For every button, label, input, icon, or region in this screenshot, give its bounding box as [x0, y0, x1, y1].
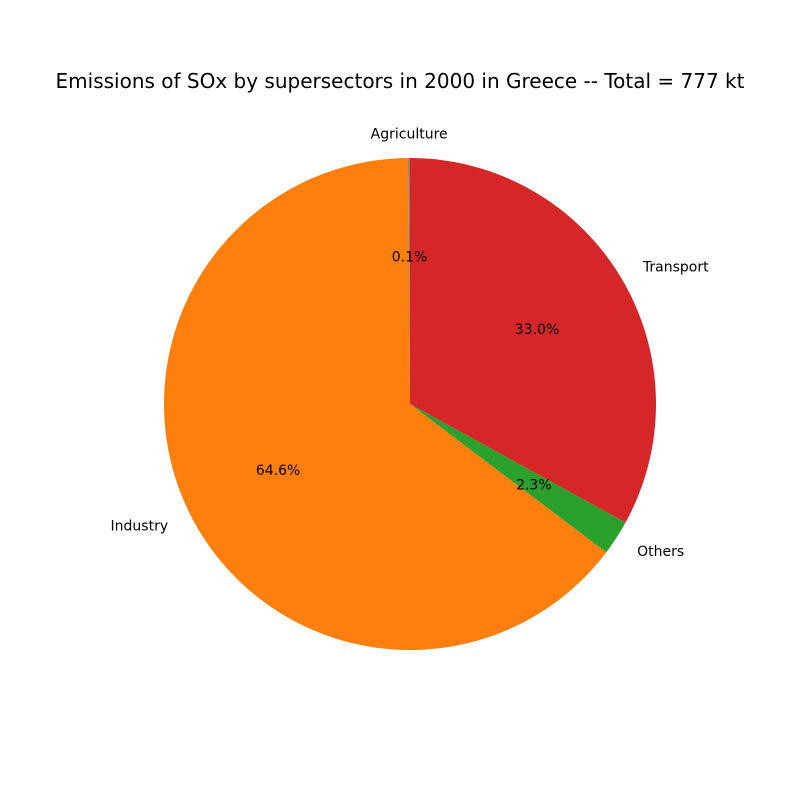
slice-pct-others: 2.3%	[516, 477, 552, 493]
pie-slice-others	[410, 404, 626, 553]
pie-slice-transport	[410, 157, 657, 523]
slice-label-others: Others	[637, 544, 684, 560]
pie-labels: Agriculture 0.1% Industry 64.6% Others 2.3% Tr…	[111, 126, 710, 560]
pie-slices	[164, 157, 657, 650]
slice-label-industry: Industry	[111, 518, 169, 534]
pie-slice-agriculture	[408, 158, 410, 404]
slice-pct-transport: 33.0%	[515, 322, 559, 338]
slice-label-transport: Transport	[642, 259, 709, 275]
slice-pct-agriculture: 0.1%	[392, 249, 428, 265]
pie-slice-industry	[164, 158, 607, 650]
chart-title: Emissions of SOx by supersectors in 2000…	[56, 69, 745, 93]
slice-label-agriculture: Agriculture	[371, 126, 448, 142]
slice-pct-industry: 64.6%	[256, 463, 300, 479]
